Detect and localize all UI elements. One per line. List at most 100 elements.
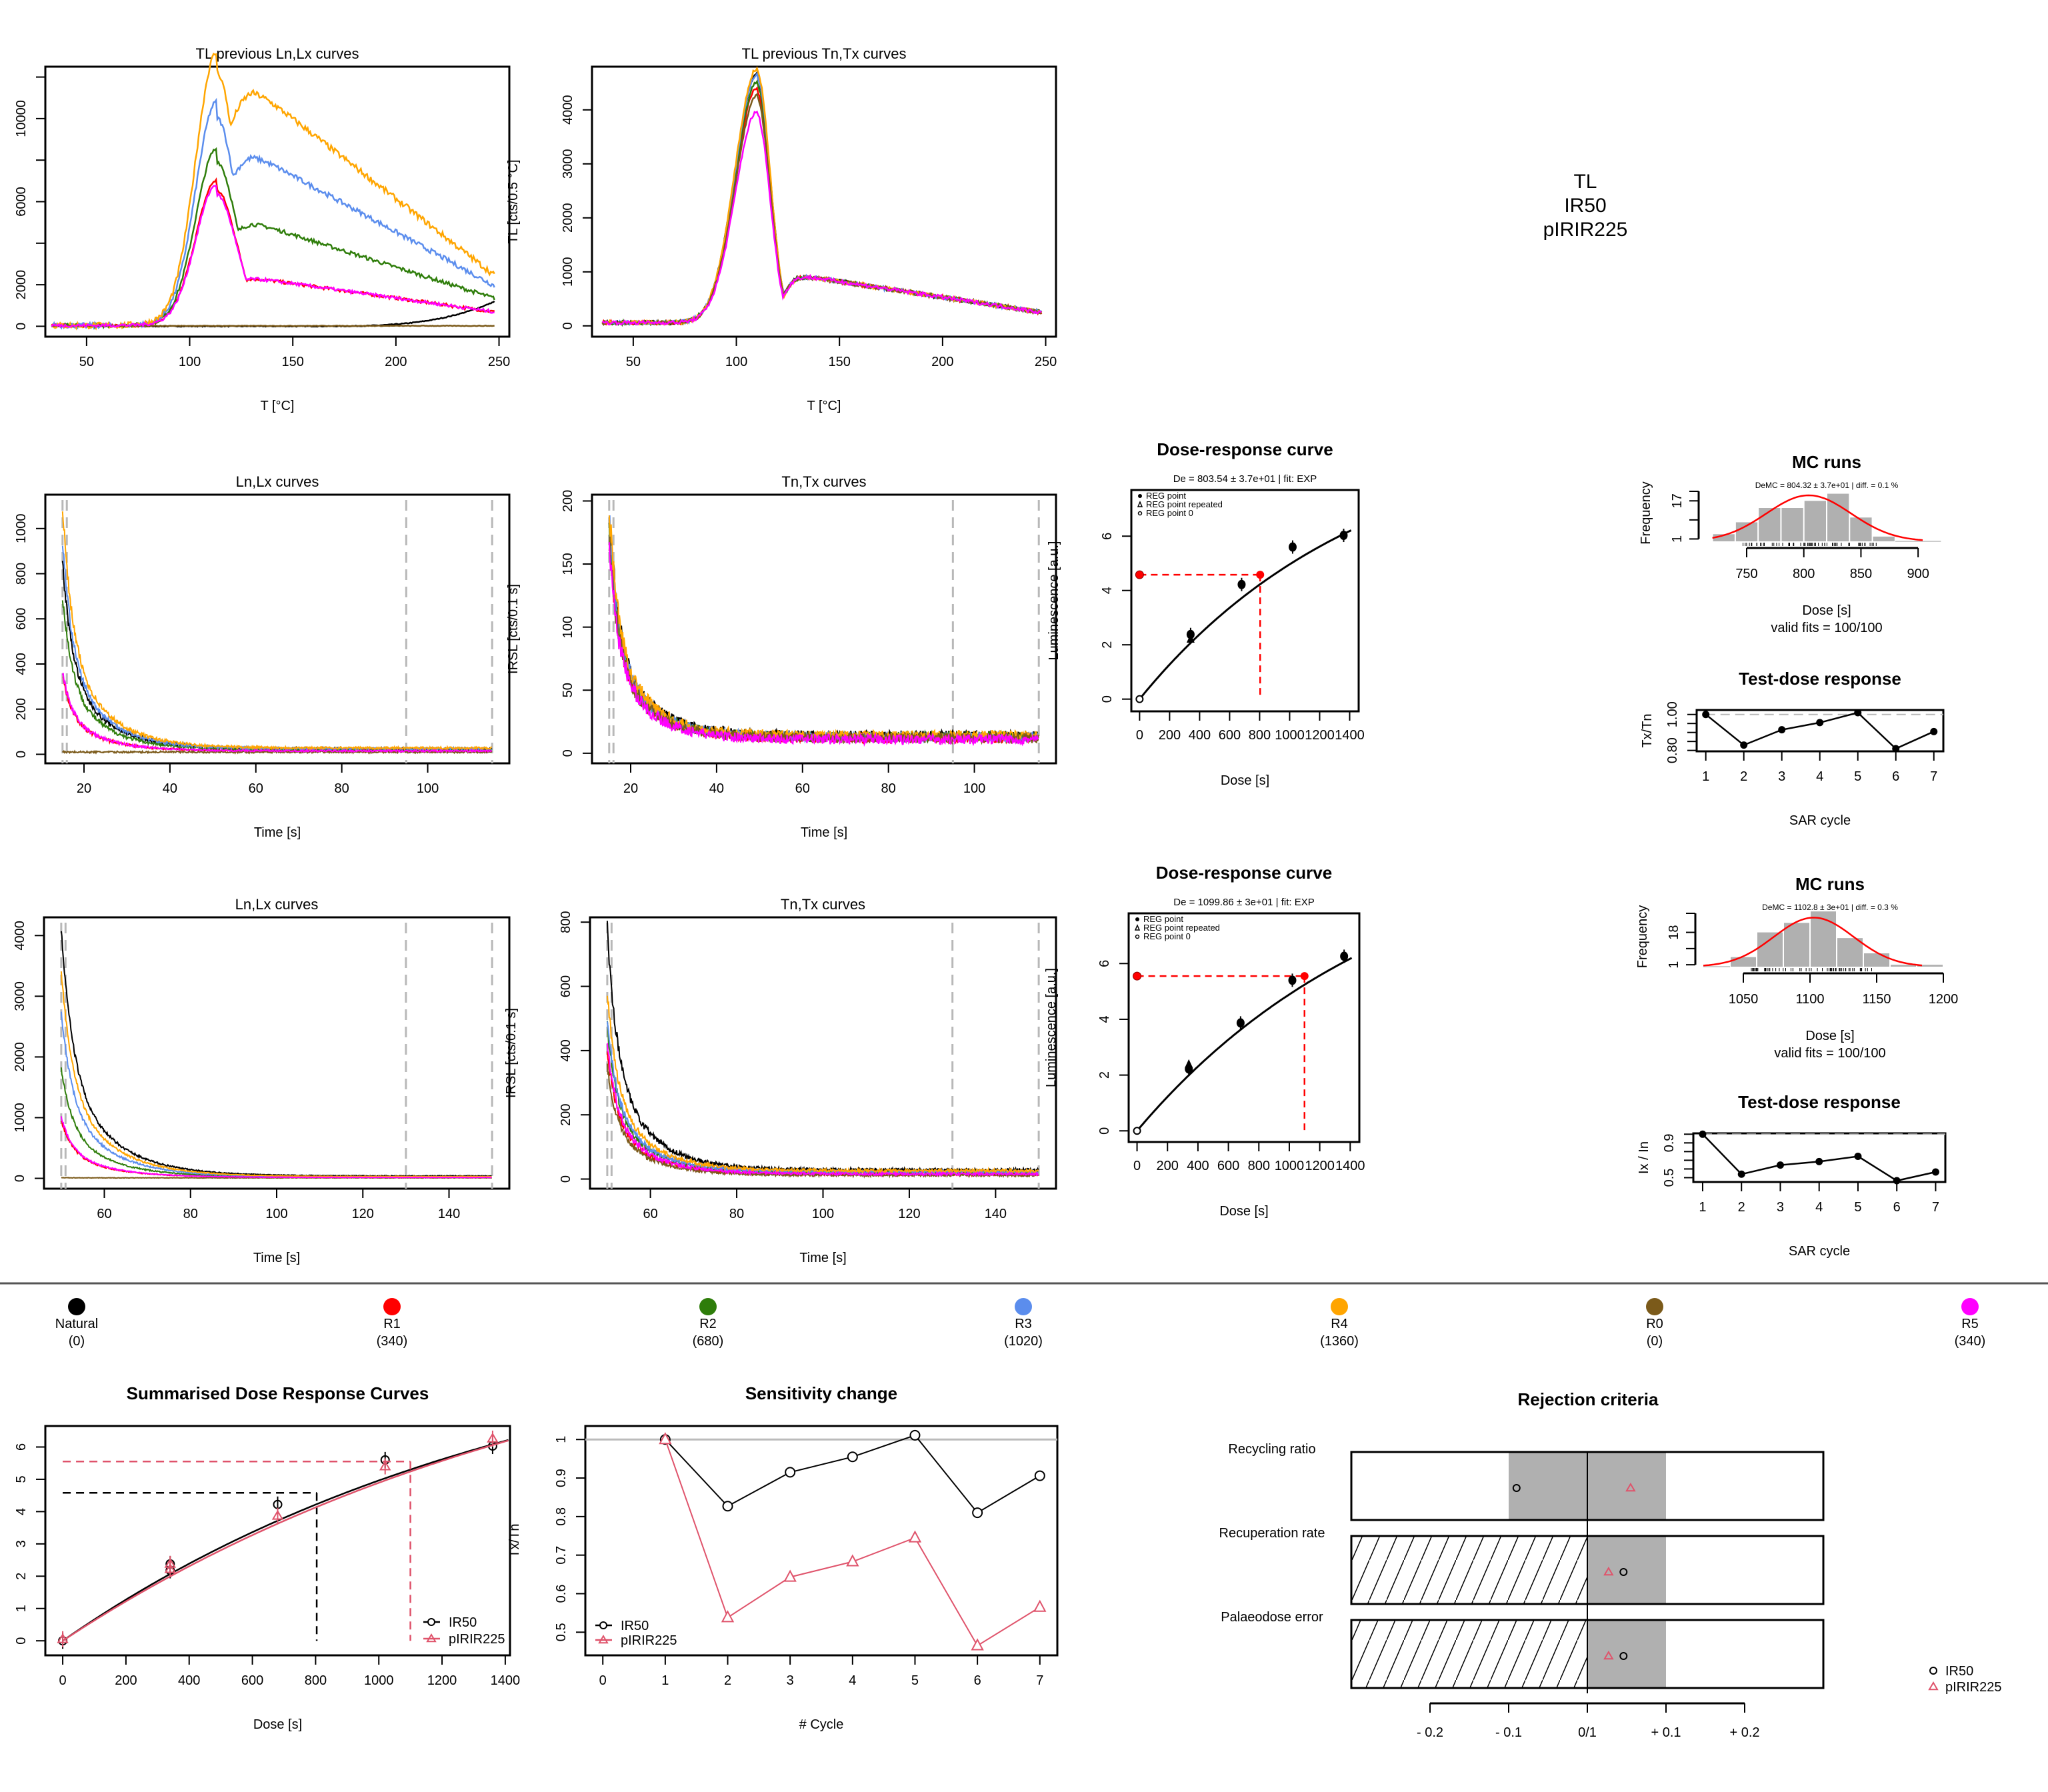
x-tick-label: 750 [1735,567,1757,581]
x-tick-label: 100 [812,1207,834,1221]
legend-label: pIRIR225 [449,1632,505,1647]
x-tick-label: 50 [626,355,641,369]
info-text: TL IR50 pIRIR225 [1543,171,1628,241]
chart-subtitle: De = 1099.86 ± 3e+01 | fit: EXP [1173,897,1314,908]
data-point [1702,711,1710,719]
criterion-row-palaeodose-error: Palaeodose error [1221,1610,1825,1689]
x-tick-label: 4 [1816,769,1823,784]
data-point-pirir225 [487,1432,499,1443]
data-point-pirir225 [271,1509,284,1520]
marker-pirir225 [1603,1567,1614,1576]
marker-ir50 [1619,1652,1628,1660]
x-tick-label: 1400 [1335,1159,1365,1173]
x-axis: 0 200 400 600 800 1000 1200 1400 [1133,1141,1365,1173]
x-tick-label: 250 [488,355,510,369]
y-tick-label: 0 [559,1175,573,1183]
y-tick-label: 5 [14,1475,29,1483]
legend-marker-filled-circle [1138,494,1142,498]
chart-title: Ln,Lx curves [236,473,319,490]
hatched-region [1351,1536,1587,1604]
legend-label: pIRIR225 [1945,1680,2002,1695]
y-tick-label: 18 [1667,925,1681,939]
criterion-label: Recycling ratio [1228,1442,1315,1457]
series-line-r3 [51,97,495,330]
chart-title: Sensitivity change [745,1383,897,1403]
series-line-natural [606,921,1039,1175]
legend-dot [1961,1298,1979,1315]
y-tick-label: 0.7 [554,1546,569,1565]
data-point [1699,1130,1707,1138]
data-point-pirir225 [908,1530,922,1543]
series-line-r5 [60,1116,492,1179]
series-line-r2 [60,1067,492,1179]
plot-frame [591,65,1057,338]
reg-point [1340,951,1349,961]
criterion-row-recuperation-rate: Recuperation rate [1219,1526,1825,1605]
x-tick-label: + 0.1 [1651,1725,1681,1740]
y-tick-label: 6 [1100,533,1115,540]
x-tick-label: 140 [438,1207,460,1221]
reg-point-repeated [1186,634,1195,643]
x-tick-label: 1200 [1929,992,1959,1007]
x-axis-label: Time [s] [801,825,847,840]
x-tick-label: 40 [163,781,177,796]
x-tick-label: 7 [1930,769,1937,784]
y-tick-label: 0 [14,751,29,758]
y-tick-label: 2000 [561,203,575,233]
y-tick-label: 4 [1097,1015,1112,1023]
fit-curve [1139,529,1352,700]
y-axis: 0 1000 2000 3000 4000 [561,95,592,329]
x-tick-label: 800 [305,1673,327,1688]
legend-label: pIRIR225 [621,1633,677,1648]
legend-dose: (0) [69,1334,85,1349]
x-tick-label: 1400 [1335,728,1365,743]
data-point [1931,1168,1939,1176]
marker-pirir225 [1625,1483,1636,1492]
x-axis-label: Dose [s] [1221,773,1269,788]
series-line-r1 [606,1051,1039,1178]
y-tick-label: 200 [561,490,575,512]
chart-td-ir50: Test-dose response 1 2 3 4 5 6 7 0.80 1.00 Tx/Tn SA… [1640,669,1945,828]
y-axis-label: IRSL [cts/0.1 s] [504,1008,519,1098]
x-tick-label: 200 [931,355,953,369]
x-tick-label: 100 [725,355,747,369]
criterion-row-recycling-ratio: Recycling ratio [1228,1442,1825,1521]
y-tick-label: 0 [14,1637,29,1645]
x-tick-label: 120 [898,1207,920,1221]
data-point [1776,1161,1784,1169]
series-line-r5 [61,673,493,753]
x-tick-label: 1150 [1862,992,1891,1007]
legend-name: Natural [55,1317,98,1331]
marker-pirir225 [1603,1651,1614,1660]
x-tick-label: 2 [724,1673,731,1688]
chart-subtitle: DeMC = 1102.8 ± 3e+01 | diff. = 0.3 % [1762,903,1898,912]
y-tick-label: 4000 [13,921,27,951]
data-point-ir50 [1034,1470,1045,1481]
series-line-r5 [51,184,495,329]
reg-point [1288,542,1297,552]
x-tick-label: 150 [282,355,304,369]
series-line-r0 [608,536,1039,745]
data-point [1815,1157,1823,1165]
series-line-r3 [61,545,492,752]
chart-title: Dose-response curve [1157,439,1333,459]
series-line-natural [61,561,493,752]
x-tick-label: 80 [183,1207,198,1221]
series-line-r4 [602,66,1043,326]
x-tick-label: 5 [1854,769,1861,784]
series-line-r5 [601,110,1042,327]
data-point-ir50 [847,1451,858,1463]
x-tick-label: 60 [643,1207,657,1221]
reg-point-repeated [1185,1059,1193,1068]
plot-frame [1692,1132,1947,1183]
info-line-tl: TL [1573,171,1597,193]
series-line-r3 [608,515,1039,744]
x-tick-label: 0 [599,1673,607,1688]
histogram-bar [1891,965,1916,967]
series-line-r2 [608,522,1039,745]
x-tick-label: 1200 [427,1673,457,1688]
plot-frame [1130,489,1360,713]
legend-label: IR50 [1945,1664,1973,1679]
data-point-pirir225 [721,1610,735,1623]
x-tick-label: 0 [1133,1159,1141,1173]
